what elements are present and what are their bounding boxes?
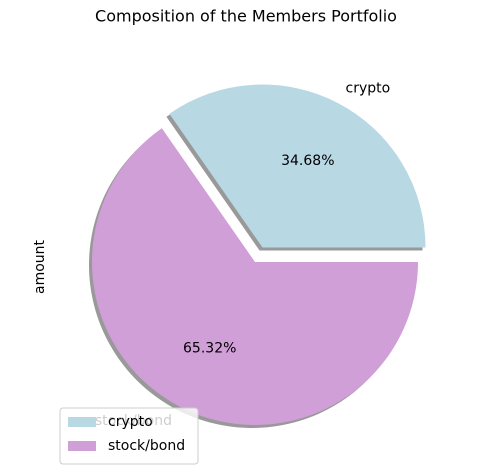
legend: crypto stock/bond <box>59 407 199 465</box>
y-axis-label: amount <box>32 239 48 294</box>
legend-label: stock/bond <box>108 438 185 454</box>
chart-title: Composition of the Members Portfolio <box>95 7 397 26</box>
wedge <box>91 128 418 425</box>
value-label: 65.32% <box>183 341 236 357</box>
value-label: 34.68% <box>281 153 334 169</box>
legend-swatch <box>68 441 96 451</box>
wedge <box>169 84 426 248</box>
category-label: crypto <box>346 81 391 97</box>
legend-label: crypto <box>108 414 153 430</box>
legend-swatch <box>68 417 96 427</box>
